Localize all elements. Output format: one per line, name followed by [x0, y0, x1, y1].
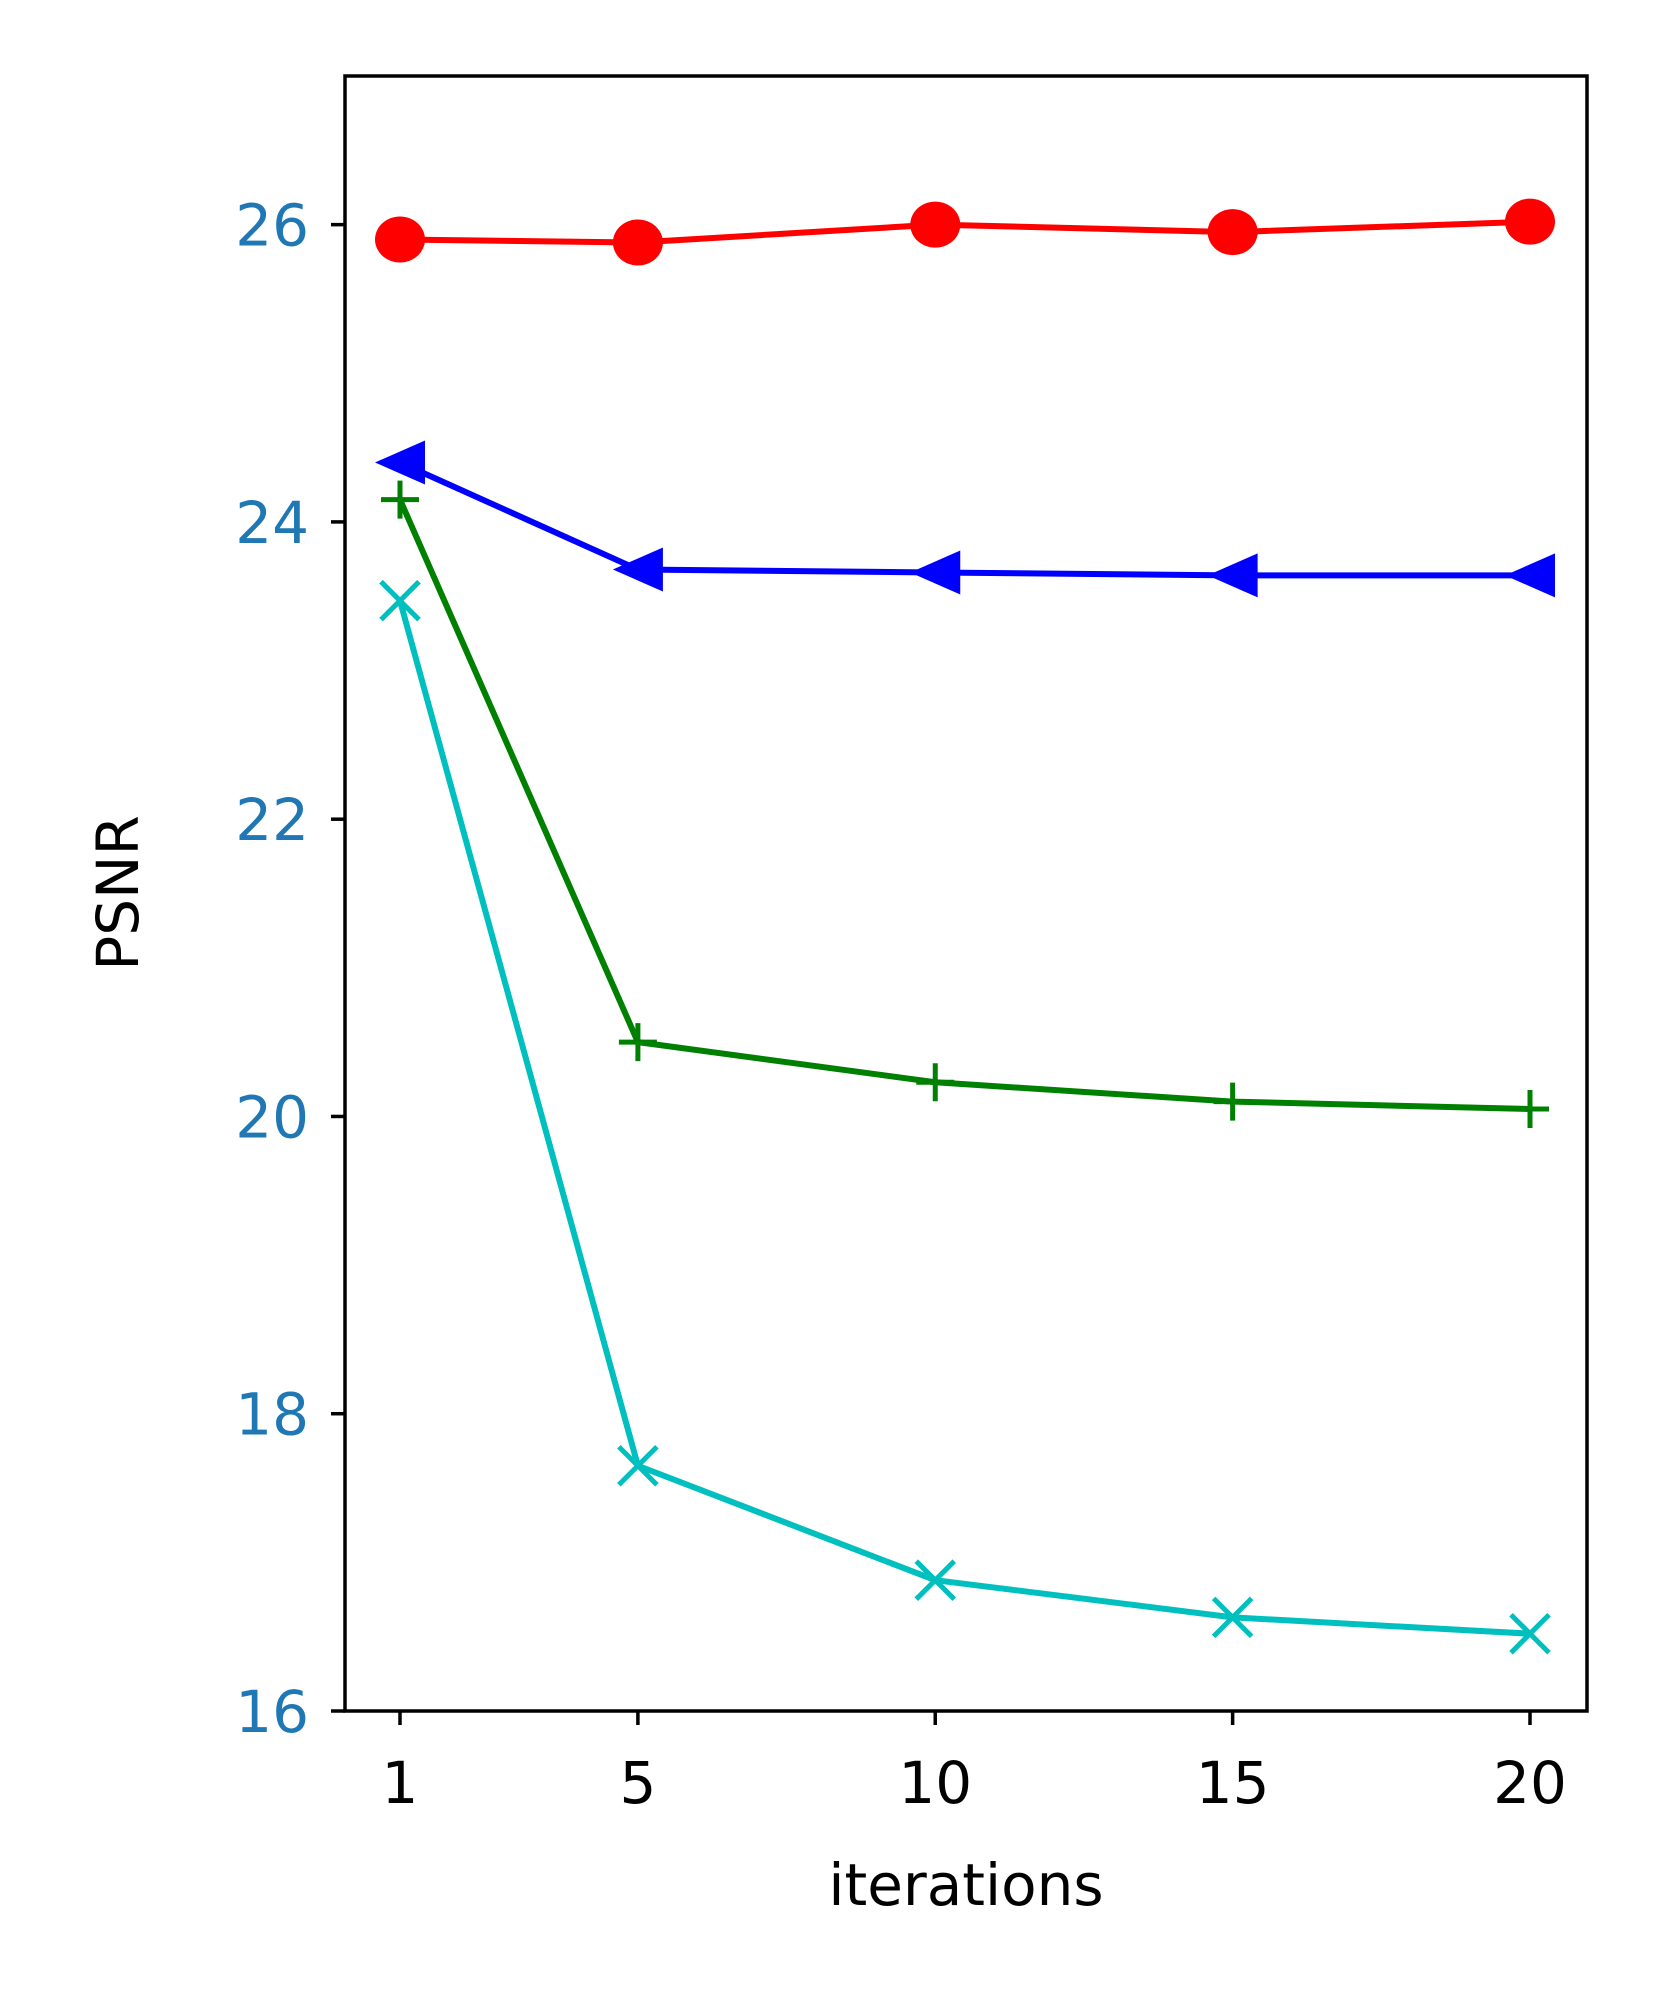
plot-frame	[343, 74, 1589, 1713]
x-axis: 1 5 10 15 20	[382, 1711, 1567, 1817]
plot-area	[375, 198, 1555, 1655]
data-point	[381, 480, 419, 519]
data-point	[612, 219, 663, 266]
series-0	[375, 198, 1555, 266]
data-point	[1509, 1612, 1551, 1655]
y-axis-title: PSNR	[84, 815, 152, 970]
data-point	[1207, 209, 1258, 256]
series-3	[379, 579, 1551, 1655]
data-point	[1207, 553, 1258, 598]
y-tick-label: 26	[235, 192, 309, 260]
y-tick-label: 16	[235, 1678, 309, 1746]
series-2	[381, 480, 1549, 1129]
x-tick-label: 1	[382, 1749, 419, 1817]
data-point	[612, 547, 663, 592]
data-point	[617, 1444, 659, 1487]
series-1	[375, 440, 1555, 598]
data-point	[1511, 1090, 1549, 1129]
data-point	[1505, 198, 1555, 245]
x-axis-title: iterations	[828, 1851, 1103, 1919]
data-point	[914, 1559, 957, 1601]
x-tick-label: 10	[898, 1749, 972, 1817]
y-tick-label: 22	[235, 786, 309, 854]
data-point	[1505, 553, 1555, 598]
data-point	[379, 579, 421, 622]
data-point	[1211, 1596, 1254, 1639]
x-tick-label: 20	[1493, 1749, 1567, 1817]
x-tick-label: 5	[619, 1749, 656, 1817]
data-point	[916, 1063, 955, 1102]
y-tick-label: 18	[235, 1381, 309, 1449]
y-axis: 16 18 20 22 24 26	[235, 192, 345, 1746]
data-point	[375, 216, 425, 263]
x-tick-label: 15	[1196, 1749, 1270, 1817]
data-point	[375, 440, 425, 485]
y-tick-label: 20	[235, 1083, 309, 1151]
y-tick-label: 24	[235, 489, 309, 557]
data-point	[910, 201, 961, 248]
data-point	[910, 550, 961, 595]
data-point	[1213, 1082, 1252, 1121]
data-point	[618, 1023, 657, 1062]
